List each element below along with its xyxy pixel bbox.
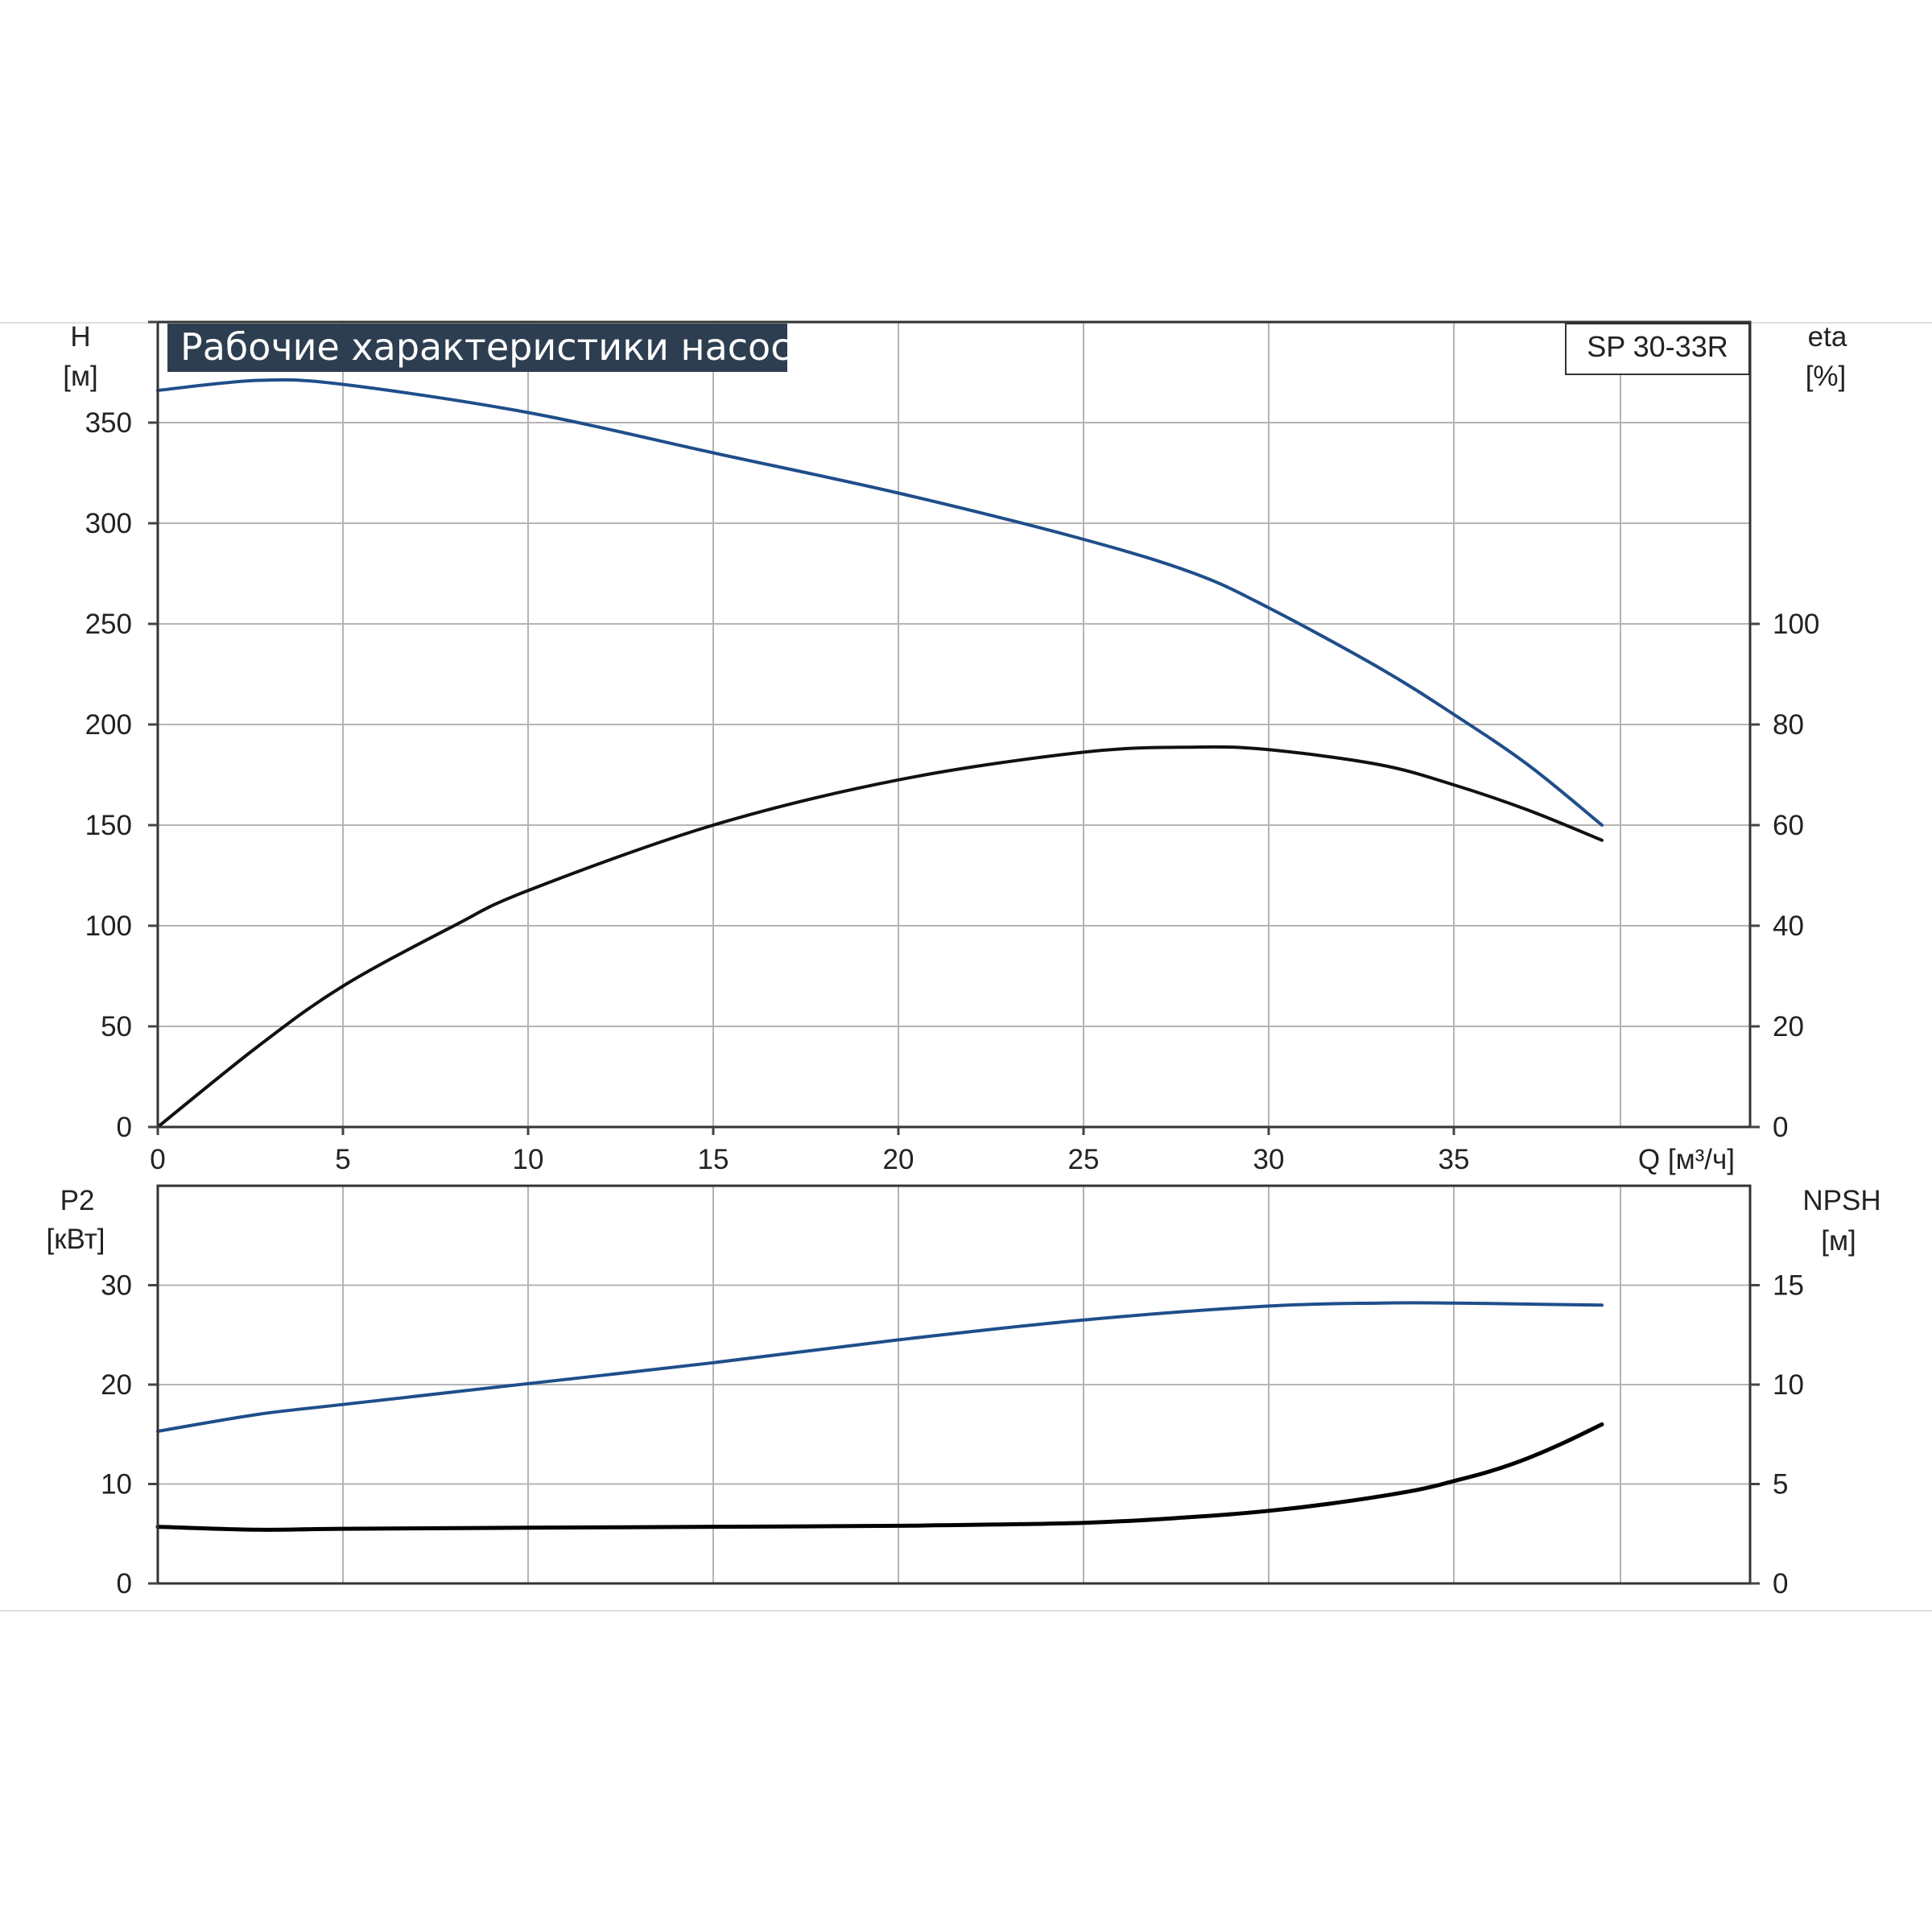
y-left-axis-label-bottom: P2 bbox=[60, 1185, 95, 1216]
y-left-tick-label-bottom: 20 bbox=[101, 1369, 132, 1401]
y-left-tick-label-bottom: 0 bbox=[117, 1568, 132, 1600]
y-right-axis-unit-bottom: [м] bbox=[1821, 1225, 1856, 1257]
x-tick-label: 35 bbox=[1439, 1144, 1470, 1175]
y-left-axis-unit-bottom: [кВт] bbox=[47, 1224, 105, 1255]
y-left-tick-label-top: 250 bbox=[85, 609, 132, 640]
x-tick-label: 0 bbox=[150, 1144, 165, 1175]
y-right-tick-label-top: 100 bbox=[1773, 609, 1819, 640]
x-tick-label: 10 bbox=[513, 1144, 544, 1175]
y-left-axis-unit-top: [м] bbox=[63, 361, 98, 392]
grid bbox=[158, 320, 1750, 1583]
y-right-tick-label-top: 40 bbox=[1773, 910, 1804, 942]
x-tick-label: 15 bbox=[698, 1144, 729, 1175]
frames bbox=[148, 320, 1760, 1585]
y-left-tick-label-top: 150 bbox=[85, 810, 132, 841]
model-label: SP 30-33R bbox=[1587, 330, 1728, 363]
x-axis-label: Q [м³/ч] bbox=[1638, 1144, 1735, 1175]
y-right-tick-label-top: 0 bbox=[1773, 1112, 1788, 1143]
series-line-top-0 bbox=[156, 378, 1604, 827]
y-right-axis-label-bottom: NPSH bbox=[1802, 1185, 1880, 1216]
series-line-top-1 bbox=[156, 745, 1604, 1129]
curves bbox=[155, 378, 1604, 1532]
y-left-tick-label-top: 0 bbox=[117, 1112, 132, 1143]
y-right-tick-label-top: 20 bbox=[1773, 1011, 1804, 1042]
y-right-tick-label-bottom: 5 bbox=[1773, 1469, 1788, 1501]
x-tick-label: 25 bbox=[1068, 1144, 1100, 1175]
model-box bbox=[1565, 323, 1750, 375]
series-line-bottom-0 bbox=[156, 1301, 1604, 1433]
y-right-tick-label-bottom: 15 bbox=[1773, 1270, 1804, 1302]
y-left-tick-label-top: 350 bbox=[85, 407, 132, 439]
x-tick-label: 20 bbox=[883, 1144, 914, 1175]
y-left-tick-label-top: 300 bbox=[85, 508, 132, 539]
chart-title-box bbox=[167, 324, 787, 372]
y-right-tick-label-bottom: 0 bbox=[1773, 1568, 1788, 1600]
y-right-tick-label-bottom: 10 bbox=[1773, 1369, 1804, 1401]
y-left-tick-label-bottom: 10 bbox=[101, 1469, 132, 1501]
y-left-axis-label-top: H bbox=[70, 321, 90, 353]
y-left-tick-label-top: 200 bbox=[85, 709, 132, 741]
y-right-axis-unit-top: [%] bbox=[1806, 361, 1847, 392]
y-left-tick-label-top: 100 bbox=[85, 910, 132, 942]
y-left-tick-label-bottom: 30 bbox=[101, 1270, 132, 1302]
series-line-bottom-1 bbox=[155, 1422, 1604, 1532]
x-tick-label: 30 bbox=[1253, 1144, 1285, 1175]
y-right-axis-label-top: eta bbox=[1808, 321, 1847, 353]
y-right-tick-label-top: 60 bbox=[1773, 810, 1804, 841]
y-right-tick-label-top: 80 bbox=[1773, 709, 1804, 741]
chart-title: Рабочие характеристики насоса bbox=[180, 325, 814, 369]
x-tick-label: 5 bbox=[335, 1144, 350, 1175]
y-left-tick-label-top: 50 bbox=[101, 1011, 132, 1042]
